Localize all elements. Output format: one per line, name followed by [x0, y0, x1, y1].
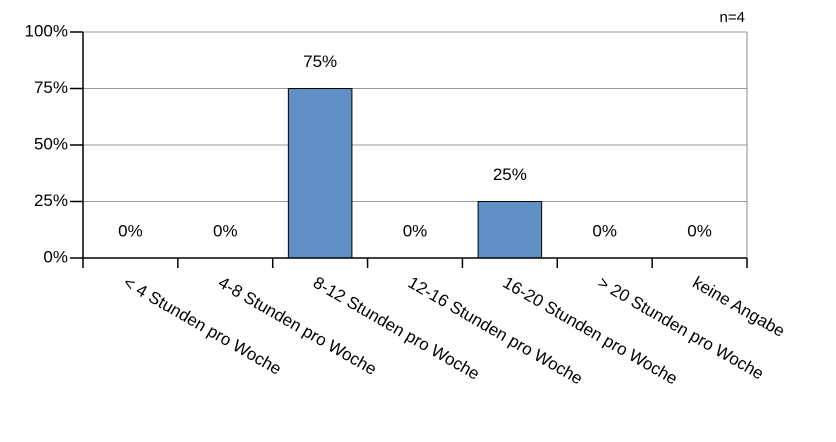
annotation: n=4 [720, 9, 745, 26]
bar [477, 201, 543, 259]
y-tick-label: 25% [34, 191, 68, 210]
value-label: 0% [118, 221, 143, 240]
y-tick-label: 100% [25, 21, 68, 40]
value-label: 0% [213, 221, 238, 240]
y-tick-label: 0% [43, 247, 68, 266]
x-tick-label: 16-20 Stunden pro Woche [500, 273, 681, 389]
y-tick-label: 50% [34, 134, 68, 153]
value-label: 0% [403, 221, 428, 240]
x-tick-label: > 20 Stunden pro Woche [594, 273, 767, 384]
value-label: 0% [592, 221, 617, 240]
value-label: 75% [303, 52, 337, 71]
x-tick-label: 12-16 Stunden pro Woche [405, 273, 586, 389]
bar [287, 88, 353, 259]
x-tick-label: 8-12 Stunden pro Woche [310, 273, 483, 384]
y-tick-label: 75% [34, 78, 68, 97]
x-tick-label: < 4 Stunden pro Woche [120, 273, 284, 379]
value-label: 0% [687, 221, 712, 240]
value-label: 25% [493, 165, 527, 184]
x-tick-label: 4-8 Stunden pro Woche [215, 273, 380, 379]
